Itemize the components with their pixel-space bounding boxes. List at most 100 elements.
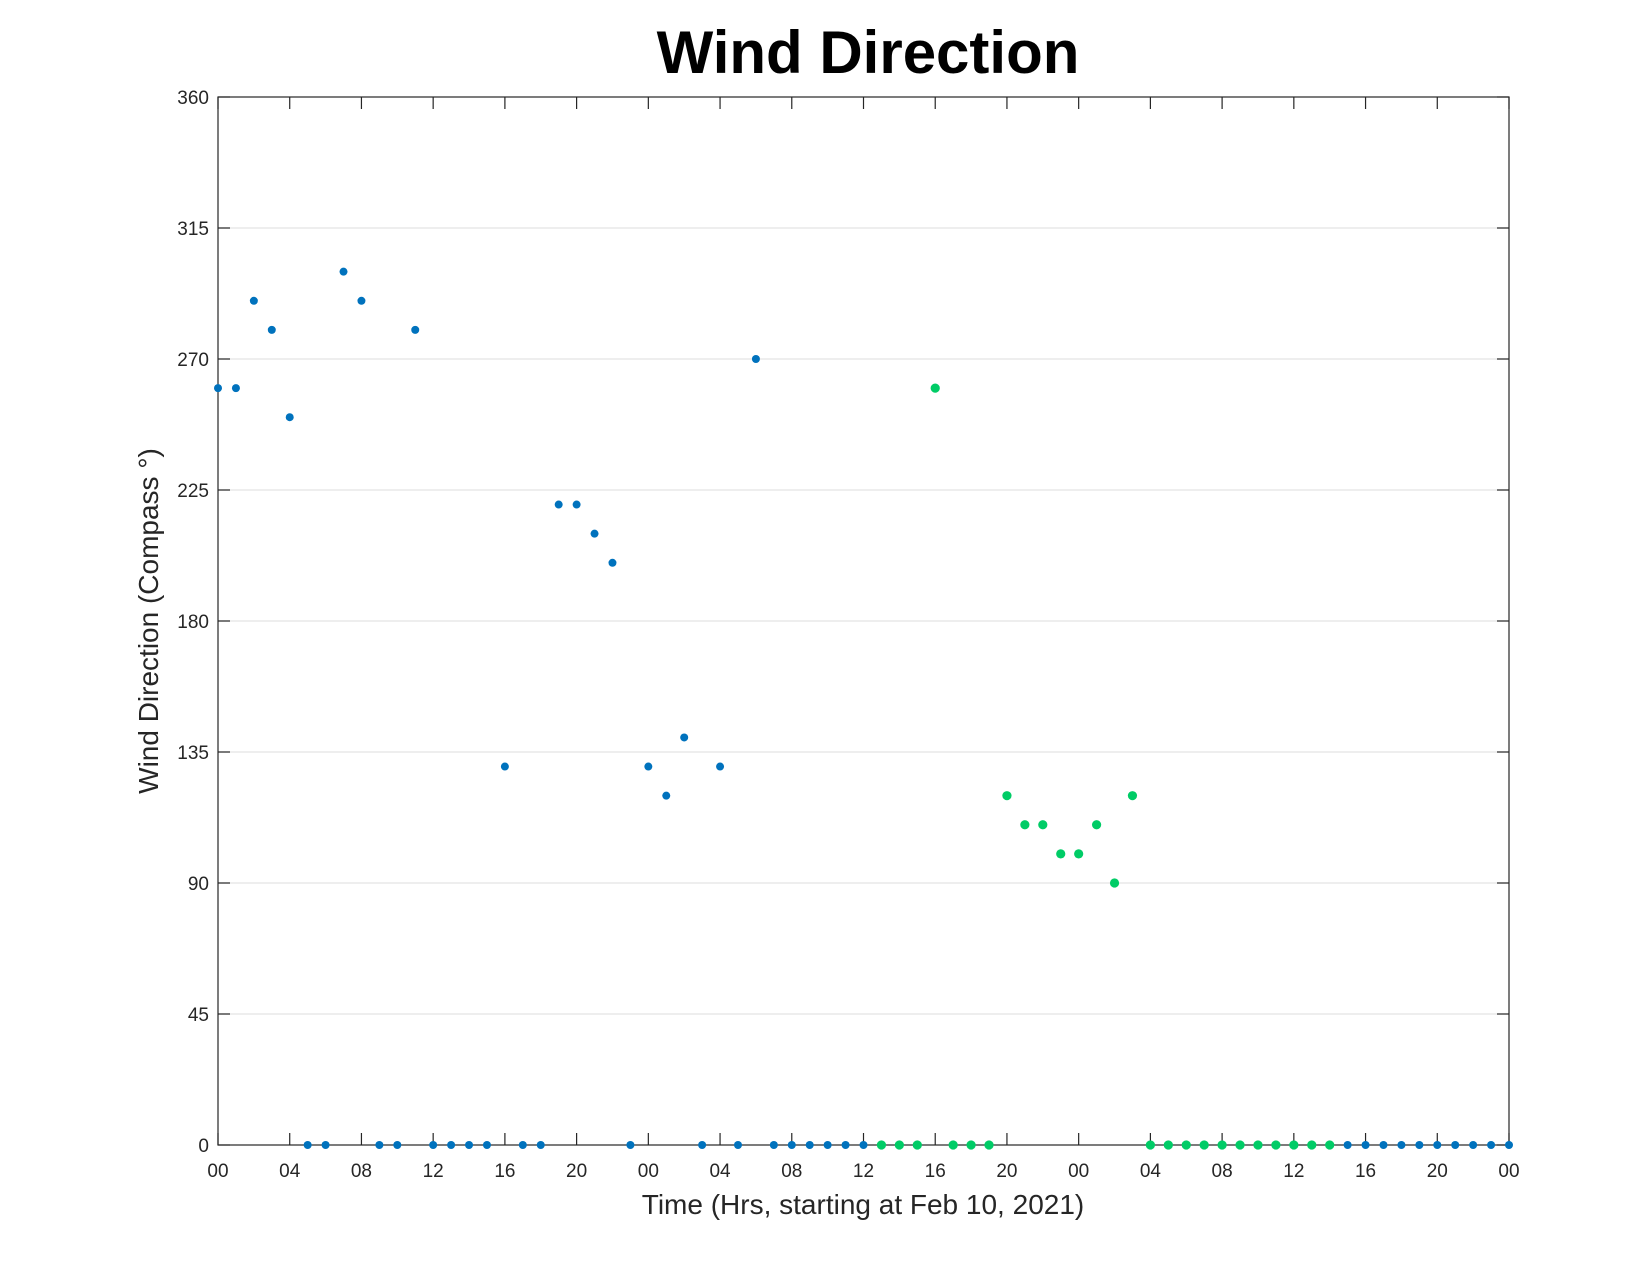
data-point [698,1141,707,1149]
data-points [214,267,1513,1150]
data-point [1505,1141,1513,1149]
data-point [1487,1141,1496,1149]
x-tick-label: 20 [996,1161,1017,1182]
data-point [339,267,348,276]
data-point [1307,1140,1317,1150]
data-point [1289,1140,1299,1150]
x-tick-label: 08 [351,1161,372,1182]
data-point [1325,1140,1335,1150]
chart-title: Wind Direction [657,19,1080,86]
x-tick-label: 08 [1212,1161,1233,1182]
data-point [249,296,258,305]
data-point [1074,849,1084,859]
y-tick-label: 270 [177,350,209,371]
data-point [966,1140,976,1150]
x-tick-label: 20 [1427,1161,1448,1182]
axis-ticks [217,96,1510,1146]
data-point [214,384,222,393]
y-tick-label: 225 [177,481,209,502]
data-point [1002,791,1012,801]
data-point [447,1141,456,1149]
data-point [1199,1140,1209,1150]
data-point [876,1140,887,1150]
x-tick-label: 00 [638,1161,659,1182]
data-point [321,1141,330,1149]
data-point [787,1141,796,1149]
data-point [716,762,725,771]
data-point [823,1141,832,1149]
y-tick-labels: 0 45 90 135 180 225 270 315 360 [177,88,209,1157]
data-point [680,733,689,742]
x-tick-label: 16 [494,1161,515,1182]
data-point [1343,1141,1352,1149]
y-tick-label: 45 [188,1005,209,1026]
data-point [1397,1141,1406,1149]
data-point [894,1140,904,1150]
data-point [1217,1140,1227,1150]
data-point [1451,1141,1460,1149]
x-axis-label: Time (Hrs, starting at Feb 10, 2021) [642,1189,1084,1220]
data-point [644,762,653,771]
data-point [465,1141,474,1149]
data-point [536,1141,545,1149]
data-point [429,1141,438,1149]
x-tick-label: 20 [566,1161,587,1182]
data-point [608,558,617,567]
y-tick-label: 90 [188,874,209,895]
data-point [357,296,366,305]
data-point [662,791,671,800]
y-axis-label: Wind Direction (Compass °) [133,448,164,794]
x-tick-label: 04 [1140,1161,1162,1182]
x-tick-label: 16 [925,1161,946,1182]
data-point [1253,1140,1263,1150]
data-point [1038,820,1048,830]
y-tick-label: 180 [177,612,209,633]
data-point [375,1141,384,1149]
x-tick-label: 16 [1355,1161,1376,1182]
data-point [805,1141,814,1149]
y-tick-label: 315 [177,219,209,240]
data-point [1091,820,1102,830]
data-point [984,1140,994,1150]
data-point [930,383,940,393]
x-tick-label: 12 [423,1161,444,1182]
data-point [231,384,240,393]
data-point [1433,1141,1442,1149]
data-point [751,355,760,363]
data-point [590,529,599,538]
x-tick-labels: 00 04 08 12 16 20 00 04 08 12 16 20 00 04 08 12 16 20 00 [207,1161,1519,1182]
data-point [482,1141,491,1149]
data-point [1271,1140,1281,1150]
data-point [303,1141,312,1149]
data-point [393,1141,402,1149]
y-tick-label: 0 [198,1136,209,1157]
data-point [841,1141,850,1149]
x-tick-label: 12 [853,1161,874,1182]
data-point [1127,791,1138,801]
data-point [948,1140,958,1150]
data-point [1469,1141,1478,1149]
data-point [1163,1140,1173,1150]
data-point [733,1141,742,1149]
x-tick-label: 04 [279,1161,301,1182]
data-point [859,1141,868,1149]
data-point [1020,820,1030,830]
data-point [1056,849,1066,859]
x-tick-label: 08 [781,1161,802,1182]
data-point [1415,1141,1424,1149]
x-tick-label: 04 [709,1161,731,1182]
x-tick-label: 00 [207,1161,228,1182]
data-point [626,1141,635,1149]
grid-lines [218,227,1509,1015]
data-point [267,325,276,334]
data-point [500,762,509,771]
x-tick-label: 00 [1498,1161,1519,1182]
x-tick-label: 00 [1068,1161,1089,1182]
data-point [1235,1140,1245,1150]
data-point [1361,1141,1370,1149]
data-point [1379,1141,1388,1149]
x-tick-label: 12 [1283,1161,1304,1182]
data-point [411,325,420,334]
data-point [1145,1140,1155,1150]
